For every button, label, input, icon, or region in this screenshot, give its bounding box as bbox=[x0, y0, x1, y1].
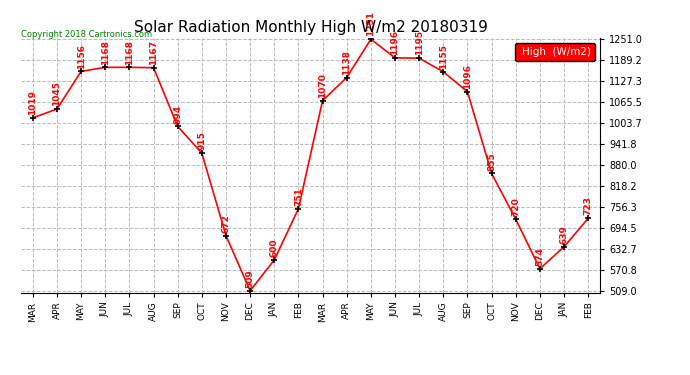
Text: 1251: 1251 bbox=[366, 11, 375, 36]
Text: 1019: 1019 bbox=[28, 90, 37, 115]
Text: 1156: 1156 bbox=[77, 44, 86, 69]
Text: 1168: 1168 bbox=[125, 40, 134, 64]
Text: 639: 639 bbox=[560, 225, 569, 244]
Text: 1070: 1070 bbox=[318, 73, 327, 98]
Title: Solar Radiation Monthly High W/m2 20180319: Solar Radiation Monthly High W/m2 201803… bbox=[134, 20, 487, 35]
Text: 1168: 1168 bbox=[101, 40, 110, 64]
Text: 915: 915 bbox=[197, 132, 206, 150]
Text: 509: 509 bbox=[246, 269, 255, 288]
Text: 1155: 1155 bbox=[439, 44, 448, 69]
Text: Copyright 2018 Cartronics.com: Copyright 2018 Cartronics.com bbox=[21, 30, 152, 39]
Text: 1096: 1096 bbox=[463, 64, 472, 89]
Text: 720: 720 bbox=[511, 198, 520, 216]
Text: 672: 672 bbox=[221, 214, 230, 233]
Text: 751: 751 bbox=[294, 187, 303, 206]
Text: 1045: 1045 bbox=[52, 81, 61, 106]
Legend: High  (W/m2): High (W/m2) bbox=[515, 43, 595, 61]
Text: 723: 723 bbox=[584, 196, 593, 216]
Text: 574: 574 bbox=[535, 247, 544, 266]
Text: 1196: 1196 bbox=[391, 30, 400, 55]
Text: 1167: 1167 bbox=[149, 40, 158, 65]
Text: 855: 855 bbox=[487, 152, 496, 171]
Text: 600: 600 bbox=[270, 238, 279, 257]
Text: 994: 994 bbox=[173, 105, 182, 124]
Text: 1138: 1138 bbox=[342, 50, 351, 75]
Text: 1195: 1195 bbox=[415, 30, 424, 56]
